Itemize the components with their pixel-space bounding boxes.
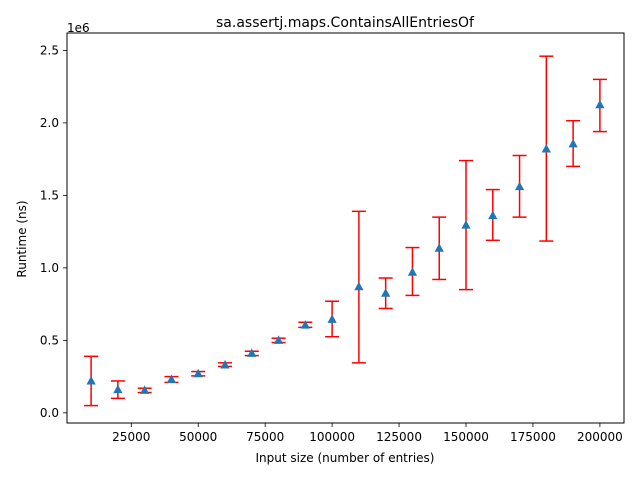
triangle-marker — [300, 320, 310, 329]
triangle-marker — [86, 375, 96, 385]
data-point — [244, 348, 259, 357]
triangle-marker — [166, 374, 177, 384]
y-tick-label: 1.5 — [40, 188, 59, 202]
data-point — [298, 320, 313, 329]
data-point — [325, 300, 340, 338]
y-tick-label: 0.0 — [40, 406, 59, 420]
x-tick-label: 175000 — [510, 430, 556, 444]
triangle-marker — [407, 267, 418, 276]
data-point — [405, 246, 420, 297]
triangle-marker — [273, 335, 284, 344]
y-offset-label: 1e6 — [67, 21, 90, 35]
data-point — [217, 360, 232, 369]
data-point — [459, 159, 474, 291]
y-axis: 0.0 0.5 1.0 1.5 2.0 2.5 — [40, 43, 67, 420]
x-axis-label: Input size (number of entries) — [256, 451, 435, 465]
data-point — [512, 154, 527, 218]
triangle-marker — [381, 288, 391, 297]
x-tick-label: 100000 — [309, 430, 355, 444]
triangle-marker — [220, 360, 230, 369]
data-point — [191, 368, 206, 378]
data-point — [566, 119, 581, 168]
data-point — [432, 216, 447, 281]
axes-frame — [66, 32, 625, 424]
triangle-marker — [461, 220, 471, 229]
triangle-marker — [193, 368, 203, 378]
data-point — [351, 210, 366, 364]
data-point — [164, 374, 179, 384]
data-point — [110, 380, 125, 400]
triangle-marker — [541, 143, 551, 153]
triangle-marker — [568, 138, 578, 148]
data-point — [271, 335, 286, 344]
y-tick-label: 1.0 — [40, 261, 59, 275]
data-point — [84, 355, 99, 407]
y-tick-label: 2.5 — [40, 43, 59, 57]
triangle-marker — [514, 181, 525, 191]
triangle-marker — [354, 281, 364, 291]
y-tick-label: 2.0 — [40, 116, 59, 130]
triangle-marker — [434, 243, 444, 252]
chart-title: sa.assertj.maps.ContainsAllEntriesOf — [216, 15, 475, 31]
triangle-marker — [140, 385, 150, 394]
data-point — [539, 55, 554, 242]
data-point — [378, 277, 393, 310]
x-tick-label: 50000 — [179, 430, 217, 444]
triangle-marker — [595, 99, 605, 109]
triangle-marker — [488, 210, 498, 220]
triangle-marker — [113, 384, 123, 394]
y-tick-label: 0.5 — [40, 333, 59, 347]
x-tick-label: 125000 — [376, 430, 422, 444]
x-tick-label: 200000 — [577, 430, 623, 444]
x-axis: 25000 50000 75000 100000 125000 150000 175000 2… — [112, 423, 623, 444]
data-point — [137, 385, 152, 394]
triangle-marker — [327, 314, 337, 323]
x-tick-label: 150000 — [443, 430, 489, 444]
plot-area — [84, 55, 607, 407]
y-axis-label: Runtime (ns) — [15, 200, 29, 277]
data-point — [485, 188, 500, 242]
data-point — [592, 78, 607, 133]
triangle-marker — [247, 348, 257, 357]
x-tick-label: 25000 — [112, 430, 150, 444]
x-tick-label: 75000 — [246, 430, 284, 444]
